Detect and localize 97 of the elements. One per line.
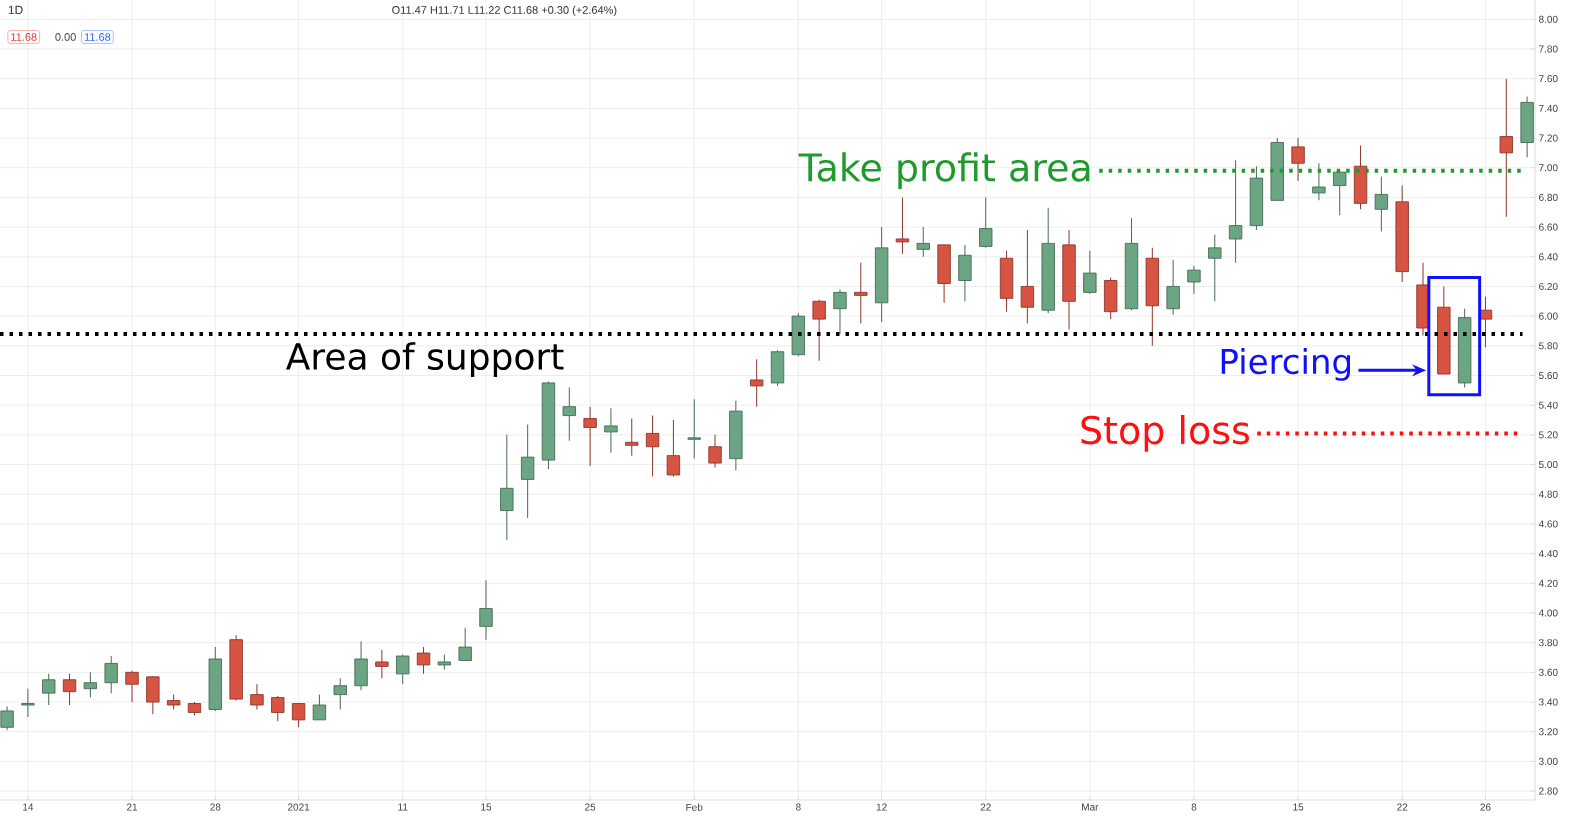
y-tick-label: 2.80 [1539, 787, 1558, 795]
candlestick [1499, 78, 1513, 218]
y-tick-label: 6.60 [1539, 223, 1558, 231]
x-tick-label: Feb [686, 803, 703, 811]
x-tick-label: 26 [1480, 803, 1491, 811]
x-tick-label: 12 [876, 803, 887, 811]
candlestick [104, 655, 118, 694]
y-tick-label: 6.00 [1539, 312, 1558, 320]
candlestick [979, 196, 993, 249]
candlestick [645, 415, 660, 477]
x-tick-label: 22 [980, 803, 991, 811]
y-tick-label: 7.20 [1539, 134, 1558, 142]
candlestick [1166, 259, 1180, 316]
y-tick-label: 5.80 [1538, 342, 1558, 350]
x-tick-label: 21 [126, 803, 138, 811]
candlestick [520, 423, 535, 519]
annotation: Piercing [1221, 347, 1350, 381]
candlestick [812, 299, 826, 362]
candlestick [1312, 162, 1326, 201]
candlestick [458, 627, 472, 661]
candlestick [749, 358, 764, 408]
candlestick [708, 434, 722, 469]
candlestick [500, 434, 514, 541]
y-tick-label: 5.00 [1538, 461, 1558, 469]
candlestick [583, 406, 597, 467]
candlestick [562, 386, 576, 442]
candlestick [42, 673, 56, 706]
x-tick-label: Mar [1082, 803, 1099, 811]
candlestick [1083, 250, 1097, 295]
x-tick-label: 2021 [287, 803, 310, 811]
candlestick [687, 398, 701, 460]
candlestick [479, 579, 493, 641]
candlestick [333, 677, 347, 710]
y-tick-label: 5.60 [1538, 371, 1558, 380]
y-tick-label: 4.40 [1538, 550, 1558, 558]
candlestick [250, 683, 264, 710]
annotation: 0.00 [55, 33, 76, 41]
candlestick [1228, 159, 1243, 264]
candlestick [625, 418, 639, 457]
candlestick [375, 649, 389, 679]
y-tick-label: 7.00 [1539, 164, 1558, 172]
y-tick-label: 3.40 [1538, 698, 1558, 706]
candlestick [1374, 176, 1389, 233]
candlestick [312, 694, 327, 721]
y-tick-label: 5.20 [1538, 431, 1558, 439]
y-tick-label: 6.80 [1539, 193, 1558, 201]
chart-title: 1D [8, 5, 23, 15]
x-tick-label: 11 [398, 803, 408, 811]
x-tick-label: 14 [23, 803, 34, 811]
x-tick-label: 15 [481, 803, 492, 811]
candlestick [666, 419, 681, 477]
candlestick [396, 654, 410, 685]
y-tick-label: 6.40 [1539, 253, 1558, 261]
annotation: 11.68 [11, 33, 37, 41]
y-tick-label: 6.20 [1539, 282, 1558, 290]
candlestick [1187, 265, 1201, 295]
y-tick-label: 3.20 [1538, 728, 1558, 736]
candlestick [62, 673, 77, 706]
y-tick-label: 3.00 [1538, 757, 1558, 765]
candlestick [83, 671, 98, 699]
candlestick [271, 695, 285, 722]
ref-line-label: Take profit area [798, 152, 1090, 190]
x-tick-label: 8 [795, 803, 801, 811]
y-tick-label: 4.80 [1538, 490, 1558, 498]
candlestick [895, 196, 910, 255]
annotation: O11.47 H11.71 L11.22 C11.68 +0.30 (+2.64%) [392, 5, 617, 17]
y-tick-label: 7.60 [1539, 75, 1558, 83]
candlestick [604, 407, 618, 454]
candlestick [833, 288, 847, 335]
y-tick-label: 3.80 [1538, 639, 1558, 647]
ref-line-label: Area of support [286, 342, 564, 377]
annotation: 11.68 [84, 33, 111, 41]
candlestick [0, 705, 14, 731]
x-tick-label: 8 [1191, 803, 1197, 811]
y-tick-label: 5.40 [1538, 401, 1558, 409]
y-tick-label: 4.60 [1538, 520, 1558, 528]
y-tick-label: 4.00 [1538, 609, 1558, 617]
candlestick [21, 688, 35, 718]
ref-line-label: Stop loss [1081, 415, 1249, 452]
candlestick [1291, 137, 1305, 182]
x-tick-label: 22 [1397, 803, 1408, 811]
y-tick-label: 4.20 [1538, 579, 1558, 587]
x-tick-label: 25 [585, 803, 596, 811]
candlestick [291, 703, 306, 728]
y-tick-label: 8.00 [1539, 15, 1558, 23]
y-tick-label: 7.80 [1539, 45, 1558, 53]
y-tick-label: 3.60 [1538, 668, 1558, 676]
candlestick [1208, 234, 1222, 302]
x-tick-label: 28 [210, 803, 221, 811]
candlestick [1020, 229, 1035, 325]
y-tick-label: 7.40 [1539, 104, 1558, 112]
candlestick [125, 670, 139, 703]
candlestick [854, 262, 868, 325]
candlestick [416, 646, 431, 675]
candlestick [916, 226, 930, 258]
candlestick [1333, 171, 1347, 216]
x-tick-label: 15 [1293, 803, 1304, 811]
